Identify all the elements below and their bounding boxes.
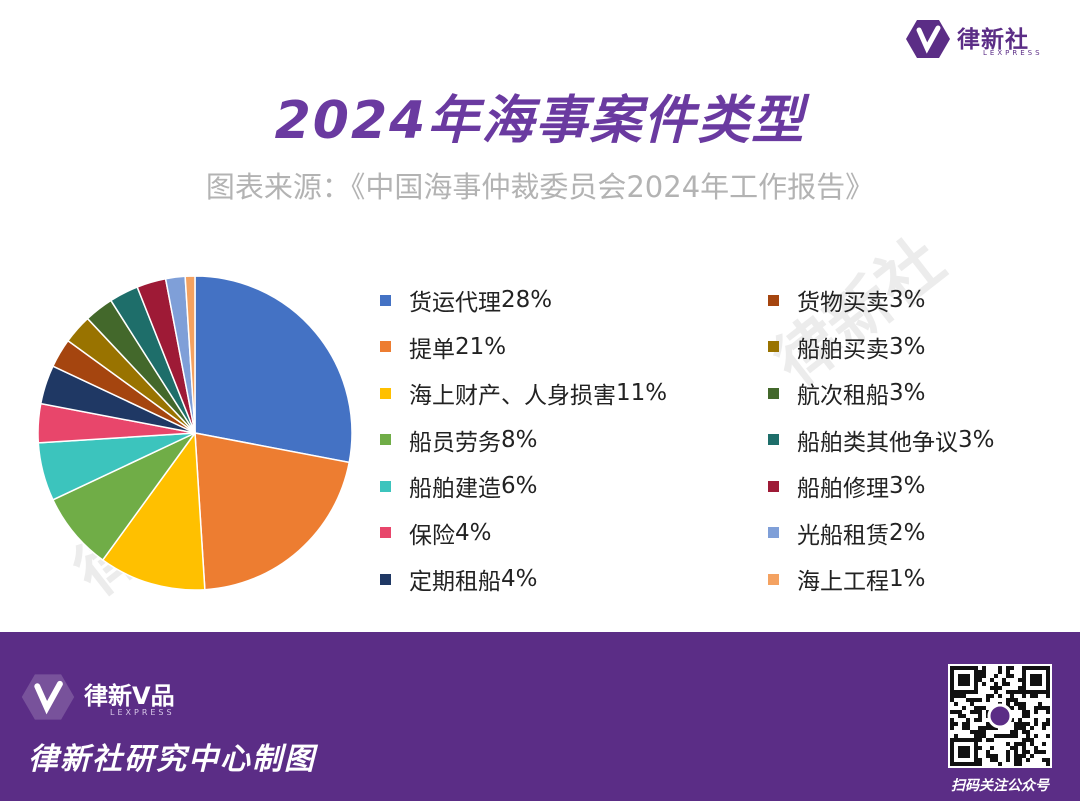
legend-swatch (380, 573, 391, 585)
qr-label: 扫码关注公众号 (951, 778, 1049, 794)
legend-swatch (768, 341, 779, 353)
legend-label: 船舶建造 (409, 476, 501, 503)
legend-item: 船舶买卖 3% (768, 324, 995, 371)
legend-swatch (380, 387, 391, 399)
brand-logo: 律新社 LEXPRESS (905, 18, 1065, 60)
legend-label: 货物买卖 (797, 290, 889, 317)
legend-value: 3% (889, 333, 926, 360)
legend-swatch (380, 480, 391, 492)
legend-label: 海上财产、人身损害 (409, 383, 616, 410)
legend-value: 2% (889, 519, 926, 546)
footer-credit: 律新社研究中心制图 (28, 742, 316, 777)
legend-swatch (380, 434, 391, 446)
footer-brand-en: LEXPRESS (110, 708, 175, 717)
legend-label: 光船租赁 (797, 522, 889, 549)
legend-item: 光船租赁 2% (768, 510, 995, 557)
pie-chart (37, 275, 353, 591)
legend-value: 3% (958, 426, 995, 453)
legend-swatch (768, 434, 779, 446)
legend-item: 海上财产、人身损害 11% (380, 370, 667, 417)
legend-item: 船舶建造 6% (380, 463, 667, 510)
legend-swatch (768, 527, 779, 539)
pie-slice-2 (194, 432, 351, 591)
chart-title: 2024年海事案件类型 (274, 91, 806, 151)
legend-swatch (380, 527, 391, 539)
legend-item: 定期租船 4% (380, 556, 667, 603)
footer: 律新V品 LEXPRESS 律新社研究中心制图 扫码关注公众号 (0, 632, 1080, 801)
qr-code[interactable] (948, 664, 1052, 768)
legend-value: 3% (889, 473, 926, 500)
legend-label: 船舶修理 (797, 476, 889, 503)
pie-slice-3 (101, 430, 206, 591)
legend-label: 保险 (409, 522, 455, 549)
legend-value: 11% (616, 380, 668, 407)
legend-value: 4% (455, 519, 492, 546)
legend-value: 4% (501, 566, 538, 593)
legend-swatch (768, 387, 779, 399)
legend-swatch (380, 341, 391, 353)
legend-label: 船舶买卖 (797, 336, 889, 363)
legend-item: 海上工程 1% (768, 556, 995, 603)
chart-subtitle: 图表来源：《中国海事仲裁委员会2024年工作报告》 (205, 170, 875, 204)
pie-slice-1 (194, 275, 353, 464)
legend-item: 航次租船 3% (768, 370, 995, 417)
legend-label: 船舶类其他争议 (797, 429, 958, 456)
legend-value: 28% (501, 287, 553, 314)
brand-name: 律新社 (957, 27, 1029, 53)
legend-swatch (768, 573, 779, 585)
legend-label: 定期租船 (409, 569, 501, 596)
legend-item: 货运代理 28% (380, 277, 667, 324)
legend-value: 1% (889, 566, 926, 593)
footer-brand: 律新V品 (84, 682, 175, 710)
legend-value: 6% (501, 473, 538, 500)
legend-swatch (768, 480, 779, 492)
brand-name-en: LEXPRESS (983, 49, 1043, 57)
legend-value: 8% (501, 426, 538, 453)
legend-item: 船舶类其他争议 3% (768, 417, 995, 464)
legend-swatch (380, 294, 391, 306)
legend-label: 提单 (409, 336, 455, 363)
footer-logo-icon (21, 674, 75, 720)
legend-label: 海上工程 (797, 569, 889, 596)
legend-item: 货物买卖 3% (768, 277, 995, 324)
legend-label: 货运代理 (409, 290, 501, 317)
legend-swatch (768, 294, 779, 306)
legend-item: 保险 4% (380, 510, 667, 557)
legend-item: 船员劳务 8% (380, 417, 667, 464)
legend-item: 船舶修理 3% (768, 463, 995, 510)
legend-label: 航次租船 (797, 383, 889, 410)
legend-item: 提单 21% (380, 324, 667, 371)
legend-column-1: 货运代理 28% 提单 21% 海上财产、人身损害 11% 船员劳务 8% 船舶建造 6… (380, 277, 667, 603)
legend-value: 3% (889, 380, 926, 407)
legend-column-2: 货物买卖 3% 船舶买卖 3% 航次租船 3% 船舶类其他争议 3% 船舶修理 3% 光船… (768, 277, 995, 603)
brand-logo-icon (906, 20, 950, 58)
legend-value: 3% (889, 287, 926, 314)
legend-label: 船员劳务 (409, 429, 501, 456)
legend-value: 21% (455, 333, 507, 360)
pie-slice-14 (184, 275, 196, 434)
qr-code-icon (950, 666, 1050, 766)
